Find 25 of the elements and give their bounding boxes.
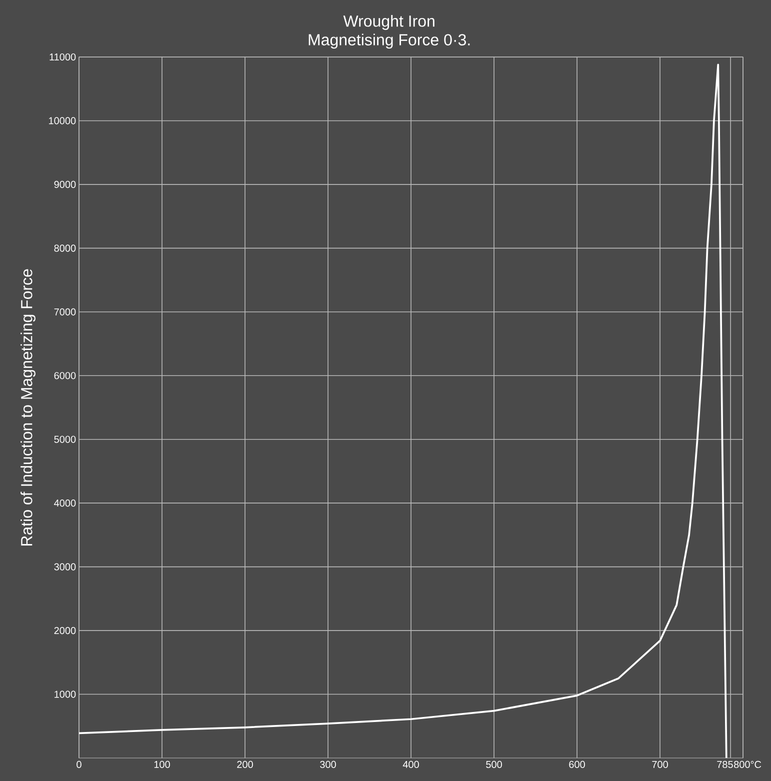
y-tick-label: 8000 xyxy=(54,244,76,252)
x-tick-label: 700 xyxy=(652,760,668,768)
y-tick-label: 5000 xyxy=(54,436,76,443)
y-tick-label: 1000 xyxy=(54,690,76,698)
x-tick-label: 600 xyxy=(569,760,585,768)
x-tick-label: 100 xyxy=(154,760,170,768)
y-tick-label: 9000 xyxy=(54,180,76,188)
x-tick-label: 785 xyxy=(717,760,733,768)
x-tick-label: 300 xyxy=(320,760,336,768)
y-tick-label: 6000 xyxy=(54,372,76,380)
y-tick-label: 11000 xyxy=(50,53,76,61)
line-series xyxy=(79,64,728,758)
x-tick-label: 0 xyxy=(76,760,82,768)
y-tick-label: 3000 xyxy=(54,563,76,570)
chart-subtitle: Magnetising Force 0·3. xyxy=(308,34,470,49)
x-tick-label: 400 xyxy=(402,760,419,768)
y-tick-label: 2000 xyxy=(54,627,76,634)
chart-title: Wrought Iron xyxy=(343,15,434,30)
y-tick-label: 7000 xyxy=(54,308,76,316)
x-tick-label: 200 xyxy=(237,760,253,768)
x-tick-label: 800°C xyxy=(734,760,762,768)
y-tick-label: 4000 xyxy=(54,500,76,507)
x-tick-label: 500 xyxy=(486,760,502,768)
y-axis-title: Ratio of Induction to Magnetizing Force xyxy=(20,269,36,546)
y-tick-label: 10000 xyxy=(49,117,76,124)
